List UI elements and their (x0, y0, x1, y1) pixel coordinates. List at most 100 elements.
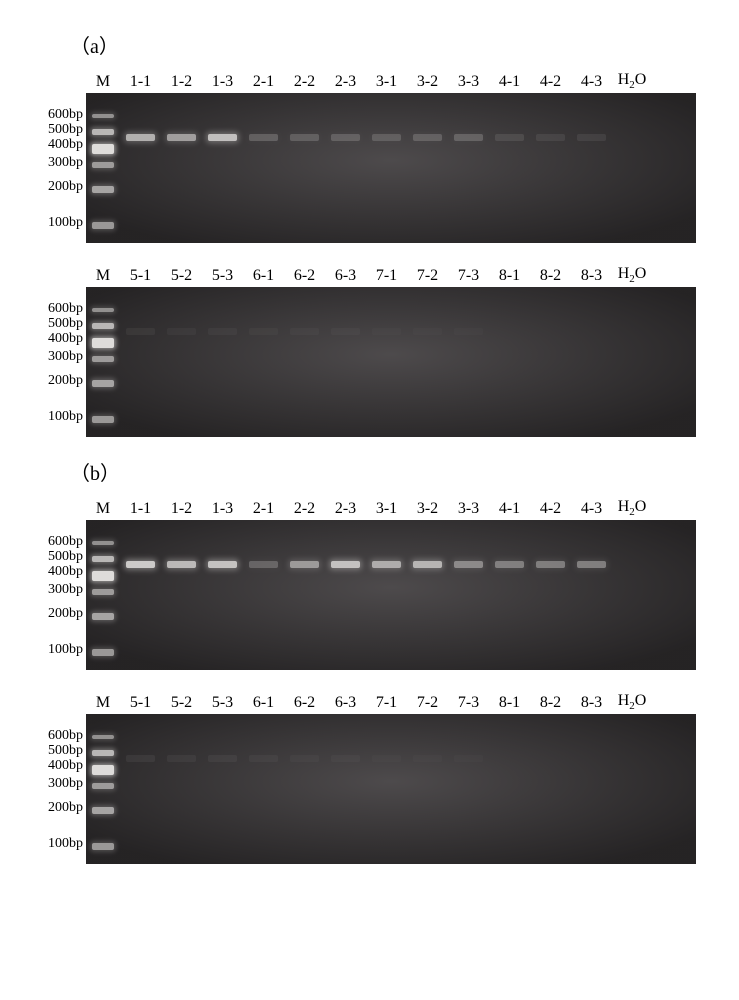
ladder-labels: 600bp500bp400bp300bp200bp100bp (30, 287, 86, 437)
lane-label-sample: 3-1 (366, 500, 407, 518)
ladder-label: 200bp (48, 606, 83, 622)
product-band (208, 755, 237, 762)
ladder-label: 500bp (48, 122, 83, 138)
lane-label-sample: 4-1 (489, 73, 530, 91)
lane-sample (120, 287, 161, 437)
gel-with-ladder: 600bp500bp400bp300bp200bp100bp (30, 287, 709, 437)
gel-wrapper: M1-11-21-32-12-22-33-13-23-34-14-24-3H2O… (30, 69, 709, 243)
product-band (372, 561, 401, 568)
product-band (126, 755, 155, 762)
lane-sample (530, 287, 571, 437)
lane-label-sample: 2-1 (243, 500, 284, 518)
gel-wrapper: M1-11-21-32-12-22-33-13-23-34-14-24-3H2O… (30, 496, 709, 670)
lane-sample (202, 93, 243, 243)
lane-sample (530, 93, 571, 243)
lane-sample (243, 287, 284, 437)
lane-label-sample: 7-1 (366, 267, 407, 285)
lane-labels-row: M5-15-25-36-16-26-37-17-27-38-18-28-3H2O (86, 263, 709, 285)
lane-sample (202, 714, 243, 864)
lane-label-sample: 5-3 (202, 267, 243, 285)
lane-sample (243, 520, 284, 670)
product-band (372, 328, 401, 335)
lane-label-sample: 7-2 (407, 267, 448, 285)
lane-sample (325, 520, 366, 670)
lane-label-sample: 8-1 (489, 267, 530, 285)
ladder-band (92, 162, 114, 168)
lane-label-sample: 2-2 (284, 500, 325, 518)
gel-wrapper: M5-15-25-36-16-26-37-17-27-38-18-28-3H2O… (30, 690, 709, 864)
ladder-band (92, 843, 114, 850)
lane-label-sample: 1-2 (161, 73, 202, 91)
lane-sample (284, 520, 325, 670)
lane-sample (366, 520, 407, 670)
lane-label-sample: 5-2 (161, 694, 202, 712)
lane-label-sample: 8-2 (530, 694, 571, 712)
gel-image (86, 93, 696, 243)
lane-sample (325, 287, 366, 437)
lane-label-sample: 5-2 (161, 267, 202, 285)
lane-label-sample: 4-2 (530, 73, 571, 91)
product-band (536, 561, 565, 568)
lane-sample (448, 287, 489, 437)
ladder-label: 400bp (48, 137, 83, 153)
ladder-band (92, 129, 114, 135)
lane-sample (448, 520, 489, 670)
lane-label-sample: 6-3 (325, 694, 366, 712)
product-band (495, 561, 524, 568)
product-band (413, 134, 442, 141)
ladder-label: 100bp (48, 409, 83, 425)
lane-label-sample: 6-3 (325, 267, 366, 285)
ladder-label: 100bp (48, 215, 83, 231)
lane-label-sample: 7-2 (407, 694, 448, 712)
product-band (249, 561, 278, 568)
ladder-label: 500bp (48, 549, 83, 565)
ladder-band (92, 338, 114, 348)
gel-with-ladder: 600bp500bp400bp300bp200bp100bp (30, 714, 709, 864)
lane-label-sample: 4-1 (489, 500, 530, 518)
lane-water (612, 287, 652, 437)
lane-label-sample: 1-1 (120, 73, 161, 91)
ladder-band (92, 750, 114, 756)
lane-marker (86, 714, 120, 864)
product-band (577, 134, 606, 141)
gel-with-ladder: 600bp500bp400bp300bp200bp100bp (30, 93, 709, 243)
product-band (454, 561, 483, 568)
lane-label-sample: 6-1 (243, 694, 284, 712)
ladder-label: 200bp (48, 373, 83, 389)
ladder-band (92, 783, 114, 789)
lane-label-sample: 3-3 (448, 500, 489, 518)
lane-water (612, 93, 652, 243)
lane-label-sample: 8-3 (571, 694, 612, 712)
ladder-label: 600bp (48, 534, 83, 550)
ladder-band (92, 323, 114, 329)
lane-sample (448, 714, 489, 864)
panel-label-b: （b） (70, 457, 709, 486)
product-band (126, 134, 155, 141)
lane-label-sample: 4-3 (571, 73, 612, 91)
ladder-band (92, 308, 114, 312)
product-band (167, 561, 196, 568)
lane-label-water: H2O (612, 265, 652, 285)
ladder-labels: 600bp500bp400bp300bp200bp100bp (30, 93, 86, 243)
lane-labels-row: M1-11-21-32-12-22-33-13-23-34-14-24-3H2O (86, 69, 709, 91)
product-band (126, 561, 155, 568)
gel-wrapper: M5-15-25-36-16-26-37-17-27-38-18-28-3H2O… (30, 263, 709, 437)
product-band (372, 134, 401, 141)
lane-label-sample: 4-3 (571, 500, 612, 518)
product-band (454, 328, 483, 335)
ladder-band (92, 186, 114, 193)
lane-sample (161, 287, 202, 437)
ladder-label: 100bp (48, 836, 83, 852)
lane-sample (489, 520, 530, 670)
lane-label-water: H2O (612, 498, 652, 518)
gel-image (86, 520, 696, 670)
product-band (290, 561, 319, 568)
lane-sample (407, 93, 448, 243)
ladder-label: 600bp (48, 728, 83, 744)
product-band (208, 134, 237, 141)
lane-sample (161, 520, 202, 670)
ladder-label: 400bp (48, 331, 83, 347)
product-band (454, 755, 483, 762)
lane-label-marker: M (86, 267, 120, 285)
lane-sample (243, 93, 284, 243)
